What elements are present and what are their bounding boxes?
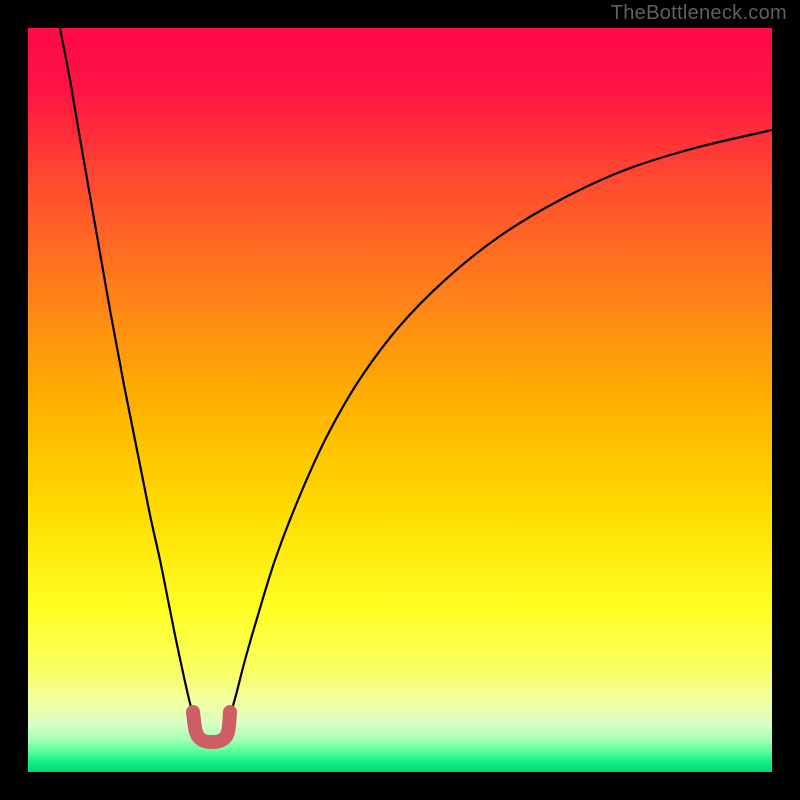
chart-frame: TheBottleneck.com <box>0 0 800 800</box>
plot-background <box>28 28 772 772</box>
watermark-text: TheBottleneck.com <box>611 2 787 25</box>
plot-svg <box>0 0 800 800</box>
